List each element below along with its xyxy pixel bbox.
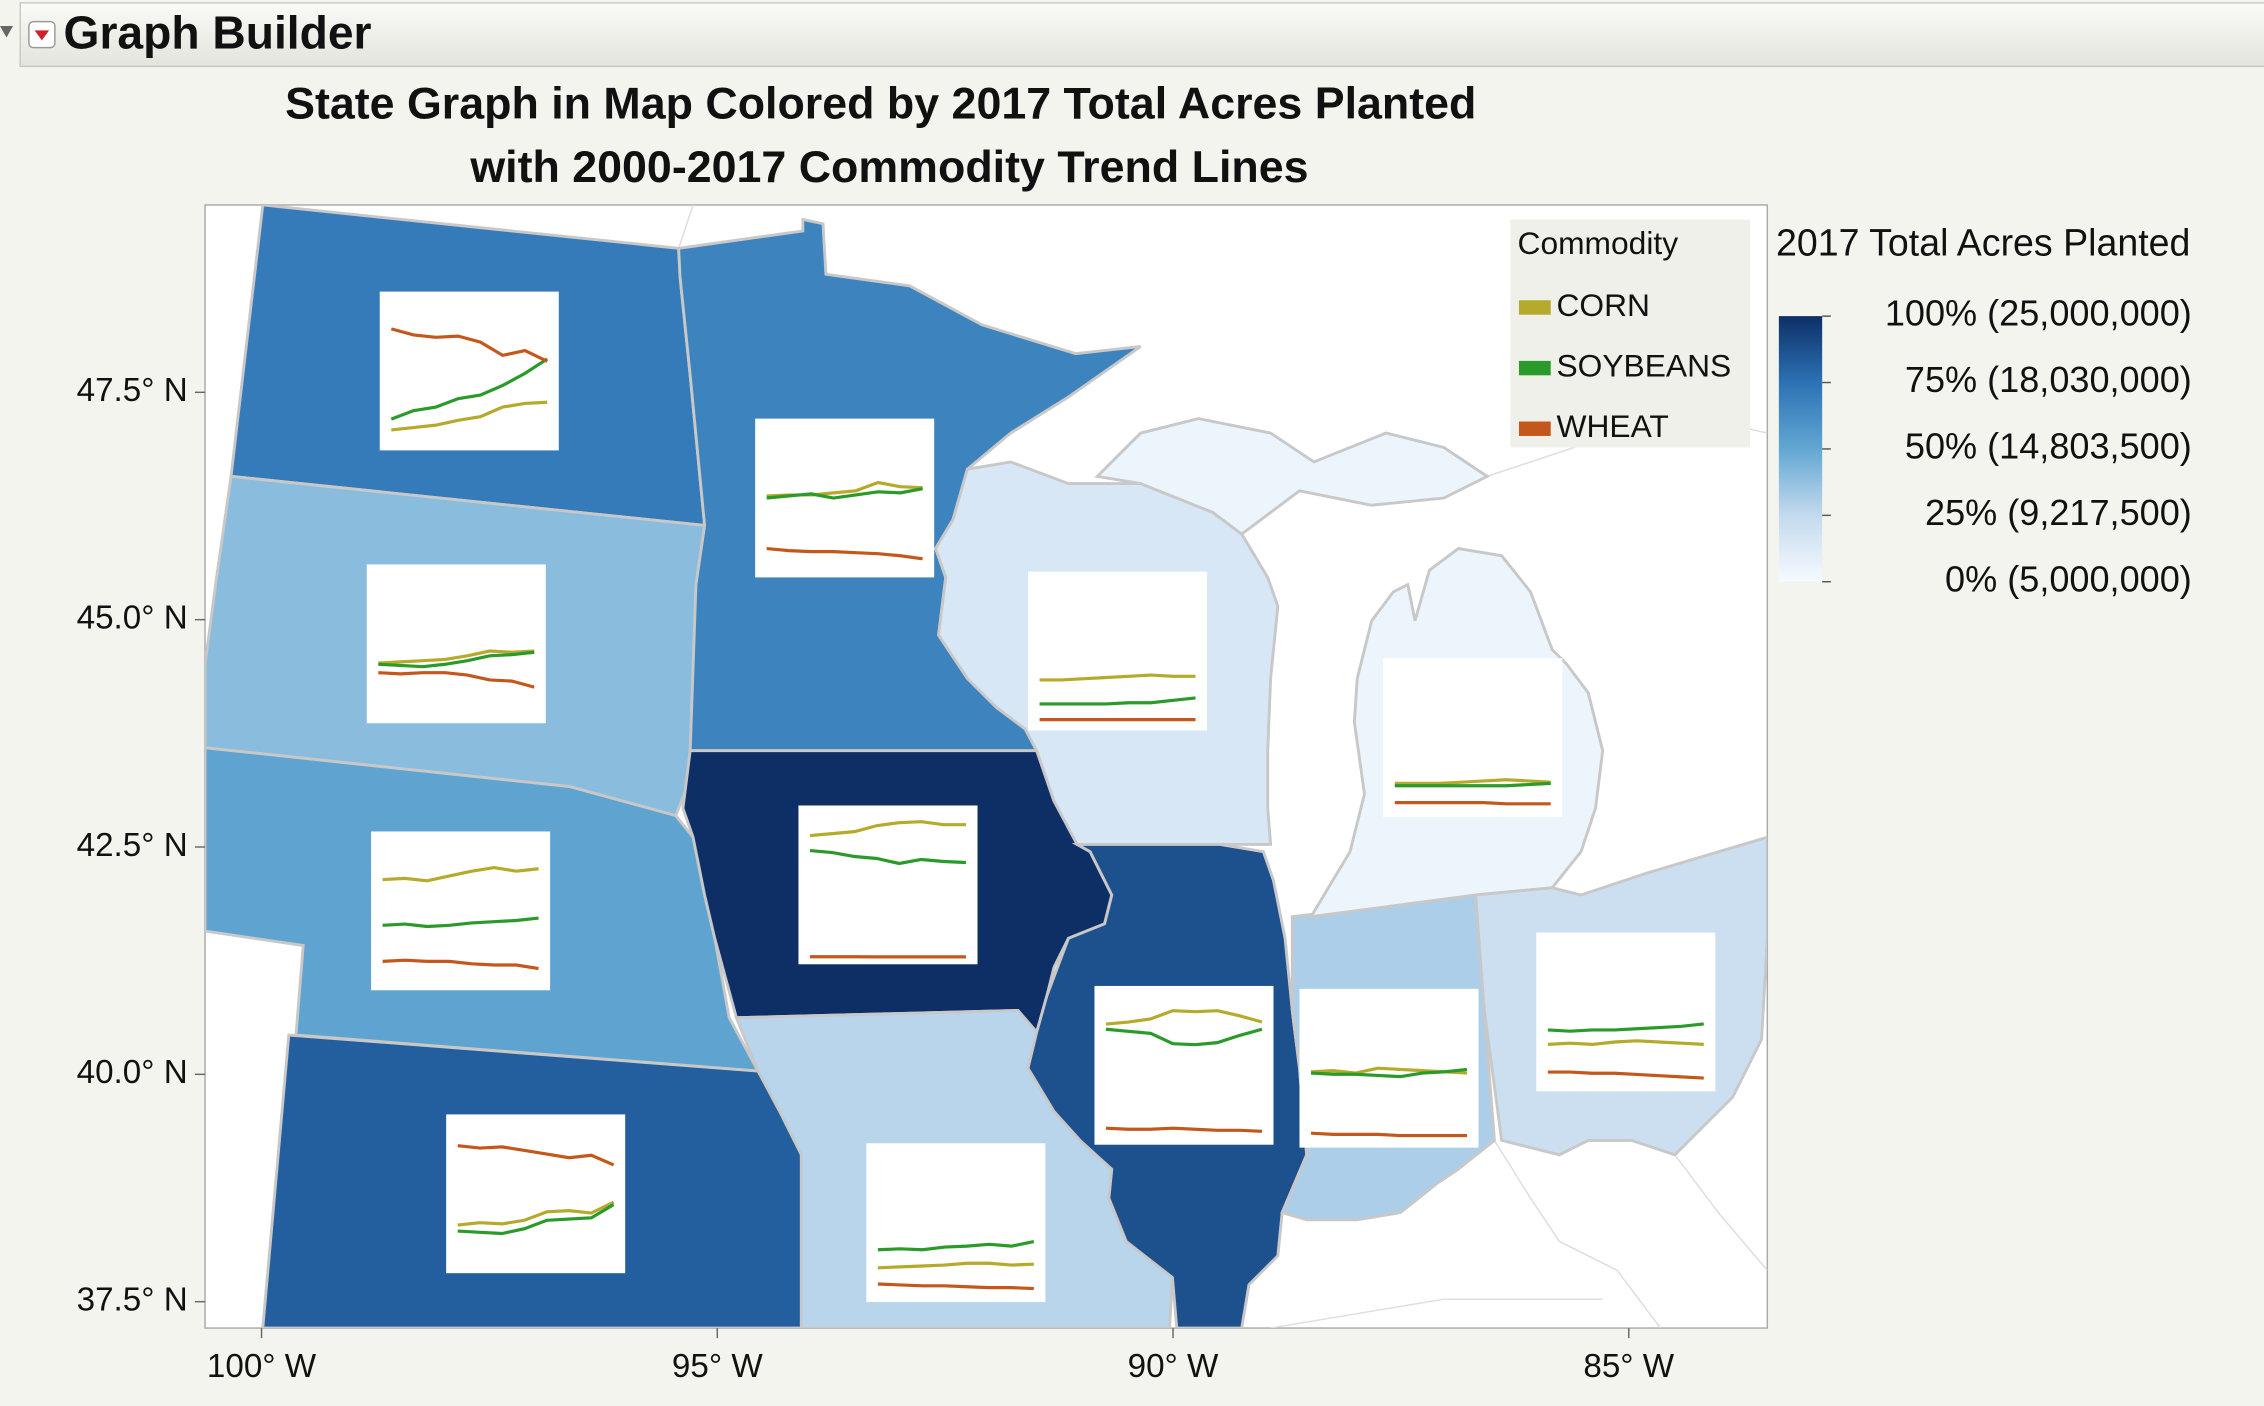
trend-line bbox=[1310, 1067, 1468, 1079]
trend-line bbox=[390, 357, 549, 421]
y-tick-label: 40.0° N bbox=[77, 1054, 188, 1091]
color-scale-title: 2017 Total Acres Planted bbox=[1776, 221, 2190, 263]
inset-frame bbox=[866, 1143, 1046, 1303]
trend-line bbox=[1394, 781, 1551, 788]
y-tick-label: 42.5° N bbox=[77, 827, 188, 864]
x-tick-label: 95° W bbox=[672, 1348, 763, 1385]
inset-frame bbox=[446, 1114, 626, 1274]
trend-line bbox=[457, 1144, 615, 1167]
inset-frame bbox=[379, 291, 559, 451]
x-tick-label: 90° W bbox=[1128, 1348, 1219, 1385]
y-tick-label: 45.0° N bbox=[77, 599, 188, 636]
inset-frame bbox=[366, 564, 546, 724]
trend-line bbox=[1105, 1126, 1263, 1133]
trend-line bbox=[378, 671, 535, 689]
trend-line bbox=[382, 865, 539, 883]
legend-label: CORN bbox=[1557, 287, 1650, 323]
collapse-icon[interactable] bbox=[0, 25, 13, 38]
trend-line bbox=[877, 1282, 1034, 1291]
trend-line bbox=[1394, 778, 1551, 785]
trend-line bbox=[378, 649, 535, 665]
inset-frame bbox=[798, 805, 978, 965]
x-tick-label: 85° W bbox=[1583, 1348, 1674, 1385]
trend-line bbox=[378, 650, 535, 669]
y-tick-label: 47.5° N bbox=[77, 372, 188, 409]
color-scale-label: 0% (5,000,000) bbox=[1945, 558, 2192, 599]
inset-frame bbox=[1028, 571, 1208, 731]
x-tick-label: 100° W bbox=[207, 1348, 317, 1385]
trend-line bbox=[1039, 696, 1196, 706]
legend-title: Commodity bbox=[1518, 225, 1679, 261]
trend-line bbox=[1547, 1039, 1704, 1046]
legend-label: SOYBEANS bbox=[1557, 347, 1732, 383]
trend-line bbox=[382, 916, 539, 929]
color-scale-bar bbox=[1778, 316, 1823, 582]
trend-line bbox=[1394, 801, 1551, 806]
trend-line bbox=[457, 1200, 615, 1227]
chart-title: with 2000-2017 Commodity Trend Lines bbox=[469, 142, 1308, 192]
header-bar bbox=[19, 2, 2264, 68]
trend-line bbox=[1547, 1070, 1704, 1080]
legend-box bbox=[1510, 219, 1750, 448]
color-scale-label: 75% (18,030,000) bbox=[1905, 359, 2192, 400]
legend-swatch bbox=[1518, 421, 1551, 436]
color-scale-label: 100% (25,000,000) bbox=[1885, 293, 2192, 334]
header-title: Graph Builder bbox=[64, 6, 372, 58]
trend-line bbox=[1310, 1131, 1467, 1138]
trend-line bbox=[382, 958, 539, 971]
color-scale-label: 50% (14,803,500) bbox=[1905, 425, 2192, 466]
trend-line bbox=[877, 1240, 1035, 1252]
trend-line bbox=[809, 820, 966, 838]
trend-line bbox=[1105, 1027, 1263, 1047]
y-tick-label: 37.5° N bbox=[77, 1281, 188, 1318]
menu-icon bbox=[34, 30, 50, 41]
trend-line bbox=[390, 327, 548, 363]
trend-line bbox=[1039, 673, 1196, 682]
chart-title: State Graph in Map Colored by 2017 Total… bbox=[285, 79, 1476, 129]
trend-line bbox=[457, 1203, 615, 1236]
inset-frame bbox=[1383, 658, 1563, 818]
insets bbox=[366, 291, 1716, 1303]
trend-line bbox=[766, 546, 923, 561]
trend-line bbox=[877, 1261, 1034, 1270]
legend-swatch bbox=[1518, 360, 1551, 376]
color-scale-label: 25% (9,217,500) bbox=[1925, 492, 2192, 533]
inset-frame bbox=[1536, 932, 1716, 1092]
trend-line bbox=[1105, 1009, 1263, 1026]
background-border bbox=[1270, 1140, 1768, 1329]
trend-line bbox=[391, 400, 548, 432]
trend-line bbox=[1547, 1022, 1704, 1033]
legend-label: WHEAT bbox=[1557, 408, 1669, 444]
trend-line bbox=[766, 487, 923, 500]
trend-line bbox=[809, 848, 967, 866]
legend-swatch bbox=[1518, 300, 1551, 315]
